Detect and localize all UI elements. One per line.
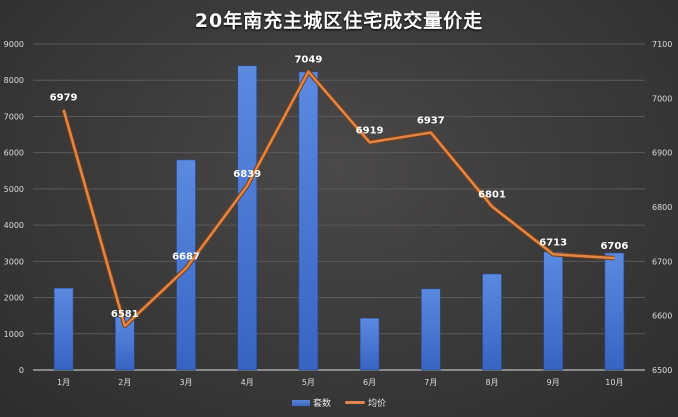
x-axis-tick: 2月 [118,378,131,387]
right-axis-tick: 6900 [652,149,672,158]
left-axis-tick: 2000 [4,294,24,303]
left-axis-tick: 1000 [4,330,24,339]
price-data-label: 6687 [172,251,200,262]
legend-bar-label: 套数 [312,399,331,409]
chart-title: 20年南充主城区住宅成交量价走 [194,10,484,32]
price-data-label: 6979 [50,93,78,104]
gridlines [33,43,645,371]
left-axis-ticks: 0 1000 2000 3000 4000 5000 6000 7000 8000 9000 [4,40,24,375]
right-axis-tick: 6600 [652,312,672,321]
data-labels: 6979 6581 6687 6839 7049 6919 6937 6801 6713 6706 [50,55,629,320]
x-axis-tick: 3月 [179,378,192,387]
bar[interactable] [115,316,135,371]
left-axis-tick: 5000 [4,185,24,194]
bar[interactable] [604,252,625,371]
legend-item-line[interactable]: 均价 [345,396,386,409]
line-series [61,69,615,329]
x-axis-tick: 8月 [485,378,498,387]
x-axis-tick: 1月 [57,378,70,387]
bar-swatch-icon [291,399,310,406]
legend-item-bar[interactable]: 套数 [291,396,331,409]
right-axis-tick: 6700 [652,257,672,266]
price-data-label: 6839 [233,169,261,180]
right-axis-tick: 7100 [652,40,672,49]
x-axis-tick: 4月 [241,378,254,387]
left-axis-tick: 3000 [4,257,24,266]
right-axis-ticks: 6500 6600 6700 6800 6900 7000 7100 [652,40,672,375]
left-axis-tick: 7000 [4,112,24,121]
left-axis-tick: 6000 [4,149,24,158]
left-axis-tick: 9000 [4,40,24,49]
x-axis-ticks: 1月 2月 3月 4月 5月 6月 7月 8月 9月 10月 [57,378,623,387]
bar[interactable] [298,71,319,371]
legend: 套数 均价 [0,396,678,409]
left-axis-tick: 4000 [4,221,24,230]
right-axis-tick: 6800 [652,203,672,212]
right-axis-tick: 6500 [652,366,672,375]
x-axis-tick: 6月 [363,378,376,387]
price-data-label: 6801 [478,189,506,200]
price-data-label: 6937 [417,116,445,127]
legend-line-label: 均价 [368,399,387,409]
bar[interactable] [420,288,441,371]
price-data-label: 6706 [600,241,628,252]
x-axis-tick: 10月 [605,378,623,387]
left-axis-tick: 8000 [4,76,24,85]
x-axis-tick: 9月 [547,378,560,387]
price-data-label: 6919 [356,125,384,136]
left-axis-tick: 0 [19,366,24,375]
bar[interactable] [237,65,257,371]
price-line[interactable] [62,70,615,328]
price-data-label: 6581 [111,309,139,320]
right-axis-tick: 7000 [652,94,672,103]
line-swatch-icon [345,401,365,404]
bar[interactable] [53,287,74,371]
x-axis-tick: 7月 [424,378,437,387]
bar[interactable] [482,273,502,371]
bar-series [53,65,625,371]
x-axis-tick: 5月 [302,378,315,387]
bar[interactable] [543,251,564,371]
price-data-label: 6713 [539,237,567,248]
price-data-label: 7049 [294,55,322,66]
bar[interactable] [359,317,380,371]
